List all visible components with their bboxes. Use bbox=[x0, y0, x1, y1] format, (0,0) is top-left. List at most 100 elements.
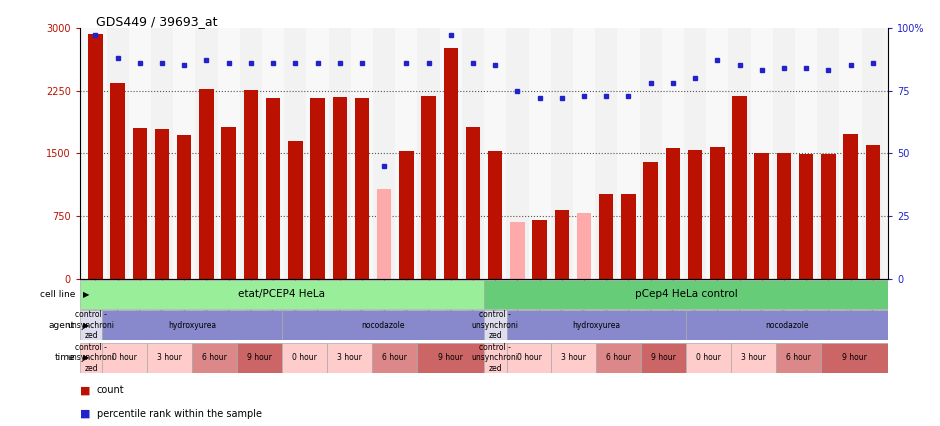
Bar bbox=[284, 28, 306, 279]
Text: 9 hour: 9 hour bbox=[438, 353, 462, 363]
Bar bbox=[217, 28, 240, 279]
Bar bbox=[416, 343, 484, 373]
Bar bbox=[133, 128, 147, 279]
Text: cell line: cell line bbox=[39, 290, 75, 299]
Bar bbox=[484, 28, 507, 279]
Bar bbox=[102, 310, 282, 340]
Bar bbox=[662, 28, 684, 279]
Bar bbox=[173, 28, 196, 279]
Text: 0 hour: 0 hour bbox=[697, 353, 721, 363]
Bar bbox=[776, 153, 791, 279]
Bar bbox=[551, 28, 573, 279]
Bar bbox=[102, 343, 148, 373]
Bar bbox=[776, 343, 821, 373]
Bar bbox=[751, 28, 773, 279]
Text: ■: ■ bbox=[80, 409, 90, 419]
Bar bbox=[862, 28, 884, 279]
Bar bbox=[262, 28, 284, 279]
Bar bbox=[510, 222, 525, 279]
Bar bbox=[282, 310, 484, 340]
Bar bbox=[395, 28, 417, 279]
Bar bbox=[484, 310, 507, 340]
Bar bbox=[444, 48, 458, 279]
Bar bbox=[327, 343, 372, 373]
Bar bbox=[639, 28, 662, 279]
Bar bbox=[329, 28, 351, 279]
Text: 0 hour: 0 hour bbox=[292, 353, 317, 363]
Text: nocodazole: nocodazole bbox=[361, 320, 405, 330]
Bar bbox=[88, 34, 102, 279]
Bar bbox=[310, 98, 324, 279]
Bar bbox=[710, 147, 725, 279]
Bar bbox=[688, 150, 702, 279]
Text: 6 hour: 6 hour bbox=[202, 353, 227, 363]
Bar bbox=[288, 141, 303, 279]
Text: time: time bbox=[55, 353, 75, 363]
Bar bbox=[686, 343, 731, 373]
Bar bbox=[595, 28, 618, 279]
Bar bbox=[552, 343, 596, 373]
Text: hydroxyurea: hydroxyurea bbox=[168, 320, 216, 330]
Bar bbox=[488, 151, 502, 279]
Text: nocodazole: nocodazole bbox=[765, 320, 809, 330]
Text: count: count bbox=[97, 385, 124, 395]
Text: 6 hour: 6 hour bbox=[606, 353, 632, 363]
Text: 6 hour: 6 hour bbox=[786, 353, 811, 363]
Bar bbox=[155, 129, 169, 279]
Text: agent: agent bbox=[49, 320, 75, 330]
Bar bbox=[400, 151, 414, 279]
Bar bbox=[843, 134, 858, 279]
Bar bbox=[462, 28, 484, 279]
Text: GDS449 / 39693_at: GDS449 / 39693_at bbox=[96, 14, 217, 28]
Text: 9 hour: 9 hour bbox=[842, 353, 867, 363]
Bar bbox=[106, 28, 129, 279]
Bar bbox=[266, 98, 280, 279]
Bar bbox=[306, 28, 329, 279]
Bar bbox=[686, 310, 888, 340]
Bar bbox=[684, 28, 706, 279]
Bar bbox=[222, 127, 236, 279]
Bar bbox=[372, 343, 416, 373]
Bar bbox=[240, 28, 262, 279]
Bar bbox=[80, 310, 102, 340]
Text: 3 hour: 3 hour bbox=[337, 353, 362, 363]
Bar bbox=[80, 279, 484, 309]
Bar bbox=[192, 343, 237, 373]
Text: control -
unsynchroni
zed: control - unsynchroni zed bbox=[68, 310, 115, 340]
Bar bbox=[507, 343, 552, 373]
Bar bbox=[148, 343, 192, 373]
Bar bbox=[282, 343, 327, 373]
Bar bbox=[484, 279, 888, 309]
Bar bbox=[596, 343, 641, 373]
Bar bbox=[866, 145, 880, 279]
Bar bbox=[333, 97, 347, 279]
Bar bbox=[528, 28, 551, 279]
Bar bbox=[532, 220, 547, 279]
Bar bbox=[484, 343, 507, 373]
Bar bbox=[599, 193, 614, 279]
Bar bbox=[799, 154, 813, 279]
Bar bbox=[507, 28, 528, 279]
Text: control -
unsynchroni
zed: control - unsynchroni zed bbox=[68, 343, 115, 373]
Bar bbox=[377, 189, 391, 279]
Text: ▶: ▶ bbox=[83, 353, 89, 363]
Bar bbox=[618, 28, 639, 279]
Bar bbox=[417, 28, 440, 279]
Bar bbox=[706, 28, 729, 279]
Text: 3 hour: 3 hour bbox=[561, 353, 587, 363]
Text: ■: ■ bbox=[80, 385, 90, 395]
Bar bbox=[199, 89, 213, 279]
Bar bbox=[755, 153, 769, 279]
Text: ▶: ▶ bbox=[83, 320, 89, 330]
Text: 9 hour: 9 hour bbox=[651, 353, 676, 363]
Bar bbox=[80, 343, 102, 373]
Bar bbox=[795, 28, 817, 279]
Bar bbox=[821, 343, 888, 373]
Bar bbox=[728, 28, 751, 279]
Bar bbox=[196, 28, 217, 279]
Bar bbox=[354, 98, 369, 279]
Bar bbox=[839, 28, 862, 279]
Text: percentile rank within the sample: percentile rank within the sample bbox=[97, 409, 262, 419]
Bar bbox=[507, 310, 686, 340]
Bar bbox=[577, 213, 591, 279]
